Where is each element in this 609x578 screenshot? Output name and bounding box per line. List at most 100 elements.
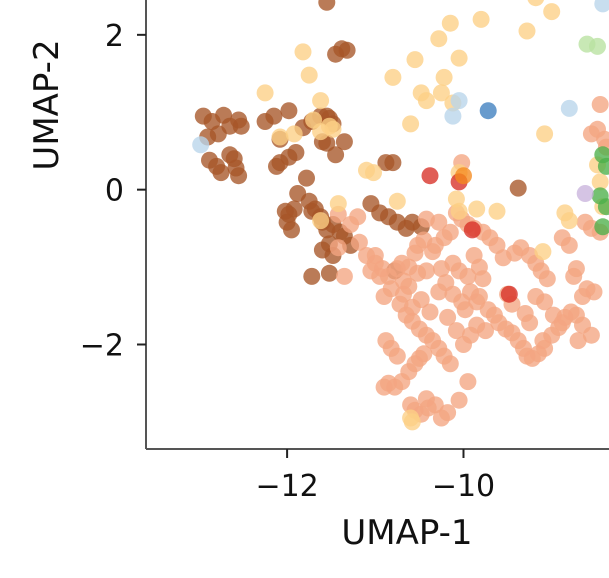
data-point [536, 293, 554, 311]
data-point [312, 92, 330, 110]
y-tick-label: 0 [105, 174, 124, 209]
data-point [439, 308, 457, 326]
data-point [303, 267, 321, 285]
data-point [430, 30, 448, 48]
data-point [329, 239, 347, 257]
data-point [327, 146, 345, 164]
data-point [365, 164, 382, 182]
data-point [406, 244, 424, 262]
data-point [509, 179, 527, 197]
data-point [417, 390, 435, 408]
data-point [585, 283, 603, 301]
data-point [192, 136, 210, 154]
data-point [335, 267, 353, 285]
data-point [232, 117, 250, 135]
data-point [403, 413, 421, 431]
data-point [283, 221, 300, 239]
data-point [450, 49, 468, 67]
data-point [468, 200, 486, 218]
data-point [591, 96, 609, 113]
data-point [591, 173, 609, 191]
x-tick-label: −12 [255, 469, 318, 504]
data-point [472, 10, 490, 28]
data-point [597, 157, 609, 175]
data-point [455, 167, 472, 185]
x-tick-label: −10 [432, 469, 495, 504]
data-point [417, 92, 435, 110]
data-point [560, 212, 578, 230]
y-tick-label: 2 [105, 19, 124, 54]
data-point [527, 0, 544, 7]
data-point [421, 167, 439, 185]
data-point [320, 264, 338, 282]
data-point [459, 373, 477, 391]
data-point [324, 120, 342, 138]
data-point [536, 125, 554, 143]
data-point [553, 314, 571, 332]
data-point [212, 164, 230, 182]
data-point [375, 378, 393, 396]
data-point [500, 285, 518, 303]
data-point [342, 216, 360, 233]
data-point [300, 66, 318, 84]
data-point [338, 41, 356, 59]
data-point [459, 267, 477, 285]
data-point [463, 221, 481, 239]
data-point [417, 262, 435, 280]
data-point [589, 37, 606, 55]
data-point [403, 298, 421, 316]
data-point [384, 154, 402, 172]
data-point [335, 133, 353, 151]
data-point [534, 243, 552, 261]
data-point [439, 404, 457, 422]
data-point [209, 125, 227, 143]
data-point [280, 102, 298, 120]
data-point [271, 128, 289, 146]
data-point [594, 218, 609, 236]
data-point [470, 288, 488, 305]
data-point [230, 167, 248, 185]
data-point [402, 115, 420, 133]
y-tick-label: −2 [80, 328, 124, 363]
data-point [329, 195, 347, 213]
data-point [444, 107, 462, 125]
data-point [375, 288, 393, 305]
data-point [395, 272, 412, 290]
ticks-layer: −12 −10 2 0 −2 [80, 19, 495, 504]
data-point [474, 270, 492, 288]
data-point [597, 198, 609, 216]
data-point [430, 213, 448, 231]
data-point [450, 92, 468, 110]
data-point [462, 326, 479, 344]
data-point [350, 233, 368, 251]
data-point [298, 169, 315, 187]
data-point [318, 0, 336, 11]
data-point [441, 355, 459, 373]
data-point [366, 247, 384, 264]
y-axis-label: UMAP-2 [27, 39, 67, 170]
data-point [294, 43, 312, 61]
data-point [582, 326, 600, 344]
data-point [435, 68, 453, 86]
data-point [488, 202, 506, 220]
data-point [441, 14, 459, 32]
data-point [377, 332, 395, 350]
data-point [521, 314, 539, 332]
data-point [479, 102, 497, 120]
data-point [312, 212, 330, 230]
data-point [265, 107, 283, 125]
data-point [594, 0, 609, 13]
data-point [432, 84, 450, 102]
data-point [543, 3, 561, 21]
data-point [553, 229, 571, 247]
data-point [285, 125, 303, 143]
data-point [268, 157, 285, 175]
data-point [256, 84, 274, 102]
data-point [518, 22, 536, 40]
data-point [477, 322, 494, 340]
x-axis-label: UMAP-1 [341, 513, 472, 553]
data-point [430, 283, 448, 301]
data-point [560, 99, 578, 117]
data-point [388, 192, 406, 210]
